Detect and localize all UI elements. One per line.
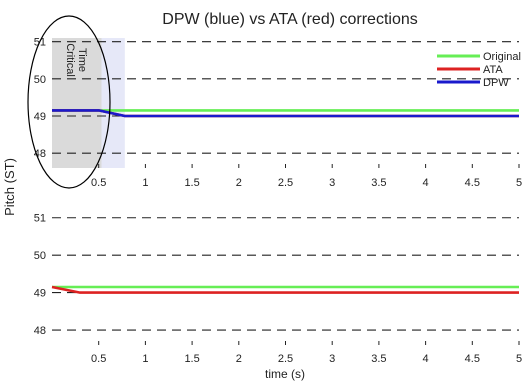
top-xtick-label: 5 (516, 177, 522, 189)
bottom-xtick-label: 2 (236, 353, 242, 365)
legend-label-original: Original (483, 51, 521, 63)
top-ytick-label: 50 (34, 74, 46, 86)
bottom-xtick-label: 0.5 (91, 353, 106, 365)
bottom-ytick-label: 48 (34, 325, 46, 337)
top-xtick-label: 1 (142, 177, 148, 189)
bottom-xtick-label: 1 (142, 353, 148, 365)
critical-time-inner-region (52, 38, 102, 168)
top-series-dpw (52, 109, 519, 118)
legend-label-dpw: DPW (483, 77, 509, 89)
y-axis-label: Pitch (ST) (2, 158, 17, 216)
bottom-xtick-label: 3 (329, 353, 335, 365)
top-ytick-label: 49 (34, 111, 46, 123)
bottom-xtick-label: 1.5 (184, 353, 199, 365)
critical-time-ellipse (27, 15, 111, 189)
bottom-xtick-label: 5 (516, 353, 522, 365)
top-xtick-label: 0.5 (91, 177, 106, 189)
bottom-ytick-label: 49 (34, 288, 46, 300)
top-xtick-label: 2.5 (278, 177, 293, 189)
top-xtick-label: 4.5 (465, 177, 480, 189)
bottom-series-line-1 (51, 285, 519, 294)
bottom-ytick-label: 50 (34, 250, 46, 262)
bottom-xtick-label: 4 (423, 353, 429, 365)
top-xtick-label: 3.5 (371, 177, 386, 189)
bottom-ytick-label: 51 (34, 213, 46, 225)
chart-title: DPW (blue) vs ATA (red) corrections (162, 11, 417, 28)
bottom-xtick-label: 4.5 (465, 353, 480, 365)
top-xtick-label: 1.5 (184, 177, 199, 189)
top-xtick-label: 4 (423, 177, 429, 189)
critical-time-label-line1: Critical (64, 43, 76, 77)
legend-label-ata: ATA (483, 64, 503, 76)
critical-time-label-line2: Time (76, 48, 88, 72)
x-axis-label: time (s) (265, 367, 305, 381)
bottom-xtick-label: 3.5 (371, 353, 386, 365)
bottom-panel: 48 49 50 51 0.5 1 1.5 2 2.5 3 3.5 4 4.5 5 (34, 213, 522, 365)
top-xtick-label: 3 (329, 177, 335, 189)
bottom-xtick-label: 2.5 (278, 353, 293, 365)
top-xtick-label: 2 (236, 177, 242, 189)
top-ytick-label: 48 (34, 148, 46, 160)
